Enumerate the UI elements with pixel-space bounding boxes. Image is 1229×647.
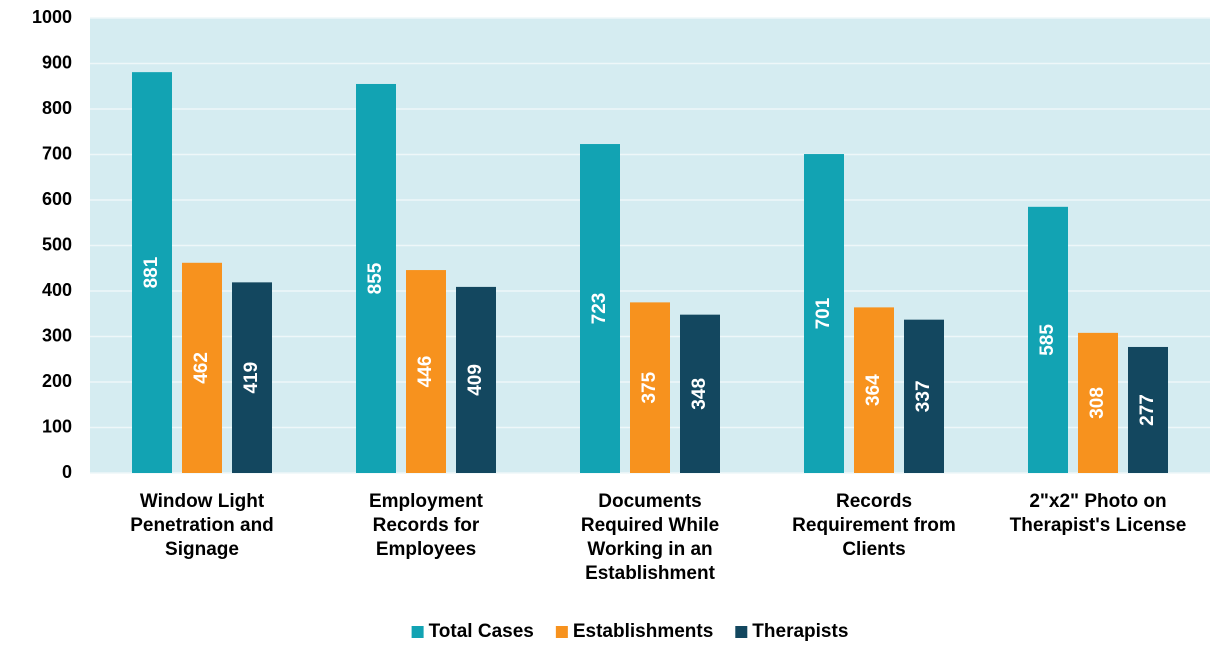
x-tick-label: Documents Required While Working in an Esta… bbox=[581, 491, 719, 584]
legend-swatch bbox=[735, 626, 748, 638]
bar bbox=[1078, 332, 1118, 473]
y-tick-label: 700 bbox=[42, 143, 72, 163]
value-label: 277 bbox=[1137, 394, 1158, 426]
bar bbox=[854, 307, 894, 473]
value-label: 409 bbox=[465, 364, 486, 396]
legend-label: Therapists bbox=[752, 621, 848, 642]
value-label: 855 bbox=[365, 262, 386, 294]
bar bbox=[132, 72, 172, 474]
y-tick-label: 600 bbox=[42, 189, 72, 209]
bar bbox=[232, 282, 272, 473]
y-tick-label: 400 bbox=[42, 280, 72, 300]
y-tick-label: 500 bbox=[42, 234, 72, 254]
value-label: 419 bbox=[241, 362, 262, 394]
y-tick-label: 100 bbox=[42, 416, 72, 436]
bar bbox=[904, 319, 944, 473]
value-label: 462 bbox=[191, 352, 212, 384]
bar bbox=[356, 83, 396, 473]
bar bbox=[580, 144, 620, 473]
legend-label: Total Cases bbox=[429, 621, 534, 642]
legend-swatch bbox=[411, 626, 424, 638]
legend: Total Cases Establishments Therapists bbox=[411, 621, 848, 642]
y-tick-label: 900 bbox=[42, 52, 72, 72]
bar bbox=[406, 270, 446, 473]
x-tick-label: 2"x2" Photo on Therapist's License bbox=[1010, 491, 1187, 536]
x-tick-label: Window Light Penetration and Signage bbox=[130, 491, 274, 560]
bar bbox=[182, 262, 222, 473]
value-label: 308 bbox=[1087, 387, 1108, 419]
value-label: 375 bbox=[639, 371, 660, 403]
bar bbox=[630, 302, 670, 473]
y-tick-label: 800 bbox=[42, 98, 72, 118]
x-tick-label: Employment Records for Employees bbox=[369, 491, 484, 560]
legend-swatch bbox=[555, 626, 568, 638]
value-label: 348 bbox=[689, 378, 710, 410]
bar bbox=[1028, 206, 1068, 473]
x-tick-label: Records Requirement from Clients bbox=[792, 491, 956, 560]
value-label: 364 bbox=[863, 374, 884, 406]
value-label: 446 bbox=[415, 356, 436, 388]
y-tick-label: 300 bbox=[42, 325, 72, 345]
bar bbox=[804, 154, 844, 474]
value-label: 881 bbox=[141, 256, 162, 288]
bar bbox=[680, 314, 720, 473]
legend-label: Establishments bbox=[573, 621, 713, 642]
value-label: 723 bbox=[589, 293, 610, 325]
value-label: 585 bbox=[1037, 324, 1058, 356]
value-label: 701 bbox=[813, 297, 834, 329]
bar bbox=[1128, 346, 1168, 473]
value-label: 337 bbox=[913, 380, 934, 412]
y-tick-label: 1000 bbox=[32, 7, 72, 27]
bar bbox=[456, 286, 496, 473]
y-tick-label: 0 bbox=[62, 462, 72, 482]
y-tick-label: 200 bbox=[42, 371, 72, 391]
